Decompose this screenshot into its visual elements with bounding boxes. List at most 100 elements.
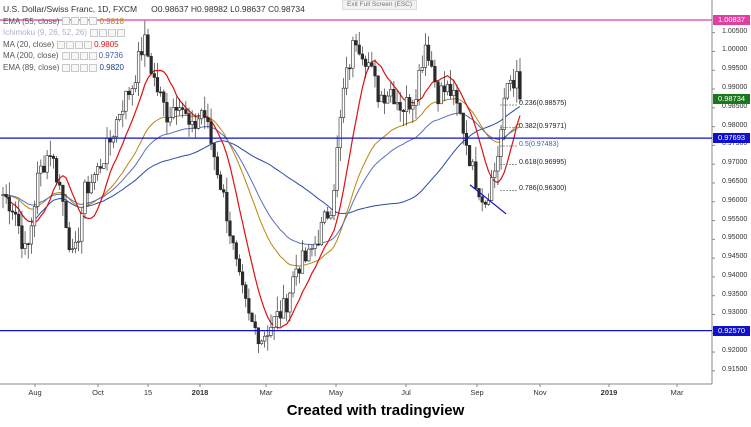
candle-body <box>77 240 81 243</box>
candle-body <box>417 70 421 100</box>
open-value: O0.98637 <box>151 4 189 14</box>
indicator-control-icon[interactable] <box>66 40 75 49</box>
y-tick-label: 1.00000 <box>722 46 748 54</box>
y-tick-label: 0.99500 <box>722 65 748 73</box>
indicator-row: Ichimoku (9, 26, 52, 26) <box>3 27 305 39</box>
candle-body <box>86 181 90 194</box>
indicator-controls[interactable] <box>90 28 126 37</box>
candle-body <box>228 220 232 237</box>
candle-body <box>278 311 283 319</box>
candle-body <box>313 243 317 249</box>
close-value: C0.98734 <box>267 4 305 14</box>
candle-body <box>338 117 342 148</box>
candle-body <box>70 248 74 251</box>
candle-body <box>215 156 219 176</box>
candle-body <box>253 321 257 329</box>
indicator-control-icon[interactable] <box>70 52 79 61</box>
candle-body <box>162 91 166 103</box>
indicator-control-icon[interactable] <box>84 40 93 49</box>
candle-body <box>64 201 68 228</box>
candle-body <box>152 73 156 78</box>
x-tick-label: Mar <box>259 388 273 397</box>
candle-body <box>379 94 383 103</box>
indicator-control-icon[interactable] <box>108 28 117 37</box>
level-price-tag: 0.92570 <box>713 325 750 336</box>
indicator-list: EMA (55, close) 0.9818 Ichimoku (9, 26, 52… <box>3 16 305 74</box>
candle-body <box>332 190 336 216</box>
candle-body <box>177 107 182 111</box>
candle-body <box>244 284 248 299</box>
candle-body <box>401 109 405 112</box>
x-tick-label: Mar <box>670 388 684 397</box>
indicator-controls[interactable] <box>62 63 98 72</box>
candle-body <box>247 298 251 314</box>
indicator-control-icon[interactable] <box>71 17 80 26</box>
candle-body <box>474 161 478 189</box>
indicator-control-icon[interactable] <box>62 63 71 72</box>
candle-body <box>367 62 371 67</box>
candle-body <box>326 211 330 219</box>
candle-body <box>269 327 273 336</box>
indicator-control-icon[interactable] <box>80 17 89 26</box>
indicator-controls[interactable] <box>61 52 97 61</box>
candle-body <box>105 137 109 165</box>
indicator-control-icon[interactable] <box>99 28 108 37</box>
y-tick-label: 0.97500 <box>722 140 748 148</box>
indicator-control-icon[interactable] <box>75 40 84 49</box>
candle-body <box>42 165 46 173</box>
level-price-tag: 1.00837 <box>713 15 750 25</box>
indicator-control-icon[interactable] <box>71 63 80 72</box>
indicator-control-icon[interactable] <box>90 28 99 37</box>
indicator-label: EMA (89, close) <box>3 62 60 72</box>
x-tick-label: Nov <box>533 388 547 397</box>
candle-body <box>281 298 286 319</box>
candle-body <box>345 67 349 89</box>
indicator-value: 0.9805 <box>94 39 119 49</box>
high-value: H0.98982 <box>190 4 228 14</box>
indicator-label: MA (20, close) <box>3 39 55 49</box>
candle-body <box>483 201 487 205</box>
candle-body <box>102 163 106 169</box>
candle-body <box>17 213 21 227</box>
fib-level-label: 0.5(0.97483) <box>519 141 559 149</box>
indicator-control-icon[interactable] <box>89 63 98 72</box>
candle-body <box>190 120 194 125</box>
fib-level-label: 0.786(0.96300) <box>519 185 567 193</box>
candle-body <box>231 235 235 244</box>
candle-body <box>329 215 333 219</box>
candle-body <box>184 109 188 114</box>
candle-body <box>168 117 172 123</box>
candle-body <box>411 105 415 110</box>
candle-body <box>360 53 364 60</box>
candle-body <box>29 225 33 245</box>
candle-body <box>187 113 191 125</box>
indicator-control-icon[interactable] <box>62 17 71 26</box>
indicator-control-icon[interactable] <box>117 28 126 37</box>
candle-body <box>458 102 462 114</box>
indicator-control-icon[interactable] <box>80 63 89 72</box>
footer-credit: Created with tradingview <box>286 402 465 419</box>
indicator-control-icon[interactable] <box>61 52 70 61</box>
candle-body <box>133 82 138 89</box>
indicator-value: 0.9818 <box>99 16 124 26</box>
indicator-control-icon[interactable] <box>79 52 88 61</box>
y-tick-label: 0.91500 <box>722 365 748 373</box>
candle-body <box>341 87 346 118</box>
indicator-control-icon[interactable] <box>89 17 98 26</box>
level-price-tag: 0.97693 <box>713 133 750 144</box>
indicator-control-icon[interactable] <box>57 40 66 49</box>
candle-body <box>200 110 204 120</box>
candle-body <box>398 102 402 111</box>
candle-body <box>335 147 339 191</box>
candle-body <box>111 136 115 143</box>
candle-body <box>130 88 134 95</box>
x-tick-label: 15 <box>143 388 153 397</box>
exit-fullscreen-button[interactable]: Exit Full Screen (ESC) <box>342 0 418 10</box>
candle-body <box>48 155 52 157</box>
indicator-controls[interactable] <box>62 17 98 26</box>
candle-body <box>58 181 62 186</box>
indicator-control-icon[interactable] <box>88 52 97 61</box>
indicator-row: EMA (55, close) 0.9818 <box>3 16 305 28</box>
indicator-controls[interactable] <box>57 40 93 49</box>
